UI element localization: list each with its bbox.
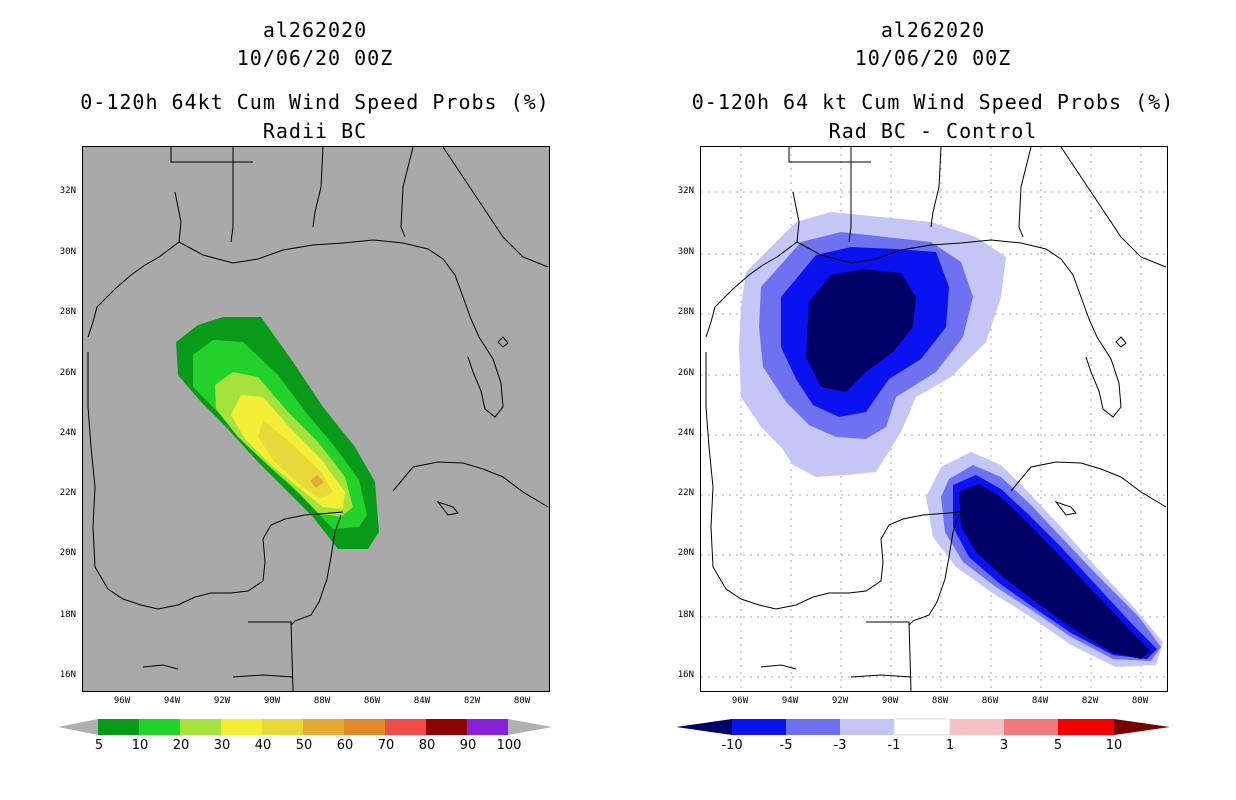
left-lat-label-30n: 30N (59, 247, 76, 257)
left-lon-label-84w: 84W (413, 696, 431, 706)
prob-contour-50 (310, 475, 324, 488)
left-colorbar-swatch-60 (344, 719, 385, 735)
left-coastline (87, 147, 549, 691)
right-lon-label-92w: 92W (831, 696, 849, 706)
right-colorbar-label-m5: -5 (779, 738, 793, 753)
right-colorbar-arrow-high (1114, 719, 1170, 735)
left-colorbar-label-30: 30 (213, 738, 231, 753)
right-map-svg (701, 147, 1167, 691)
right-title: 0-120h 64 kt Cum Wind Speed Probs (%) (691, 90, 1175, 114)
right-coastline (705, 147, 1167, 691)
left-colorbar-swatch-40 (262, 719, 303, 735)
left-colorbar-swatch-5 (98, 719, 139, 735)
left-subtitle: Radii BC (262, 119, 368, 143)
left-lon-label-80w: 80W (513, 696, 531, 706)
diff-contour-m10-north (806, 269, 916, 392)
right-colorbar-swatch-m10 (732, 719, 786, 735)
left-date: 10/06/20 00Z (236, 46, 394, 70)
left-map-svg (83, 147, 549, 691)
right-lon-label-94w: 94W (781, 696, 799, 706)
right-colorbar-swatch-m5 (786, 719, 840, 735)
left-lat-label-18n: 18N (59, 610, 76, 620)
right-colorbar-swatch-p5 (1058, 719, 1114, 735)
right-lat-label-22n: 22N (677, 488, 694, 498)
left-lat-label-20n: 20N (59, 548, 76, 558)
left-lat-label-22n: 22N (59, 488, 76, 498)
left-lon-label-92w: 92W (213, 696, 231, 706)
right-lon-label-82w: 82W (1081, 696, 1099, 706)
left-colorbar-swatch-80 (426, 719, 467, 735)
left-colorbar-label-5: 5 (94, 738, 104, 753)
left-map-panel (82, 146, 550, 692)
right-lat-label-16n: 16N (677, 670, 694, 680)
left-lon-label-86w: 86W (363, 696, 381, 706)
right-colorbar (676, 718, 1170, 736)
left-colorbar-label-100: 100 (496, 738, 522, 753)
right-lat-label-32n: 32N (677, 186, 694, 196)
right-lon-label-86w: 86W (981, 696, 999, 706)
right-lon-label-90w: 90W (881, 696, 899, 706)
right-colorbar-swatch-m3 (840, 719, 894, 735)
left-colorbar-arrow-low (58, 719, 98, 735)
right-lat-label-20n: 20N (677, 548, 694, 558)
left-lon-label-82w: 82W (463, 696, 481, 706)
left-colorbar-label-70: 70 (377, 738, 395, 753)
left-colorbar-label-40: 40 (254, 738, 272, 753)
left-colorbar-label-10: 10 (131, 738, 149, 753)
right-colorbar-swatch-p3 (1004, 719, 1058, 735)
right-subtitle: Rad BC - Control (828, 119, 1038, 143)
right-lat-label-18n: 18N (677, 610, 694, 620)
left-colorbar-swatch-20 (180, 719, 221, 735)
right-lat-label-30n: 30N (677, 247, 694, 257)
left-colorbar-swatch-50 (303, 719, 344, 735)
right-storm-id: al262020 (880, 18, 986, 42)
right-colorbar-label-m1: -1 (887, 738, 901, 753)
right-colorbar-label-p10: 10 (1105, 738, 1123, 753)
right-colorbar-label-m3: -3 (833, 738, 847, 753)
left-colorbar-label-90: 90 (459, 738, 477, 753)
right-lat-label-24n: 24N (677, 428, 694, 438)
right-colorbar-label-p1: 1 (945, 738, 955, 753)
right-lon-label-80w: 80W (1131, 696, 1149, 706)
left-colorbar-label-20: 20 (172, 738, 190, 753)
right-colorbar-label-m10: -10 (721, 738, 743, 753)
left-lon-label-94w: 94W (163, 696, 181, 706)
left-title: 0-120h 64kt Cum Wind Speed Probs (%) (80, 90, 550, 114)
right-colorbar-label-p3: 3 (999, 738, 1009, 753)
left-colorbar-label-50: 50 (295, 738, 313, 753)
left-colorbar-swatch-70 (385, 719, 426, 735)
left-lon-label-88w: 88W (313, 696, 331, 706)
left-lat-label-24n: 24N (59, 428, 76, 438)
right-colorbar-swatch-zero (893, 718, 951, 736)
left-lon-label-96w: 96W (113, 696, 131, 706)
left-colorbar (58, 719, 552, 735)
left-lat-label-32n: 32N (59, 186, 76, 196)
left-colorbar-swatch-10 (139, 719, 180, 735)
right-lon-label-88w: 88W (931, 696, 949, 706)
right-lat-label-26n: 26N (677, 368, 694, 378)
left-lat-label-28n: 28N (59, 307, 76, 317)
left-colorbar-swatch-30 (221, 719, 262, 735)
right-map-panel (700, 146, 1168, 692)
left-colorbar-arrow-high (508, 719, 552, 735)
left-lat-label-26n: 26N (59, 368, 76, 378)
right-colorbar-label-p5: 5 (1053, 738, 1063, 753)
left-storm-id: al262020 (262, 18, 368, 42)
right-lon-label-84w: 84W (1031, 696, 1049, 706)
left-colorbar-label-80: 80 (418, 738, 436, 753)
right-colorbar-arrow-low (676, 719, 732, 735)
right-colorbar-swatch-p1 (950, 719, 1004, 735)
diff-contour-m10-south (959, 484, 1151, 659)
left-colorbar-label-60: 60 (336, 738, 354, 753)
right-lon-label-96w: 96W (731, 696, 749, 706)
left-colorbar-swatch-90 (467, 719, 508, 735)
left-lat-label-16n: 16N (59, 670, 76, 680)
right-date: 10/06/20 00Z (854, 46, 1012, 70)
left-lon-label-90w: 90W (263, 696, 281, 706)
right-lat-label-28n: 28N (677, 307, 694, 317)
